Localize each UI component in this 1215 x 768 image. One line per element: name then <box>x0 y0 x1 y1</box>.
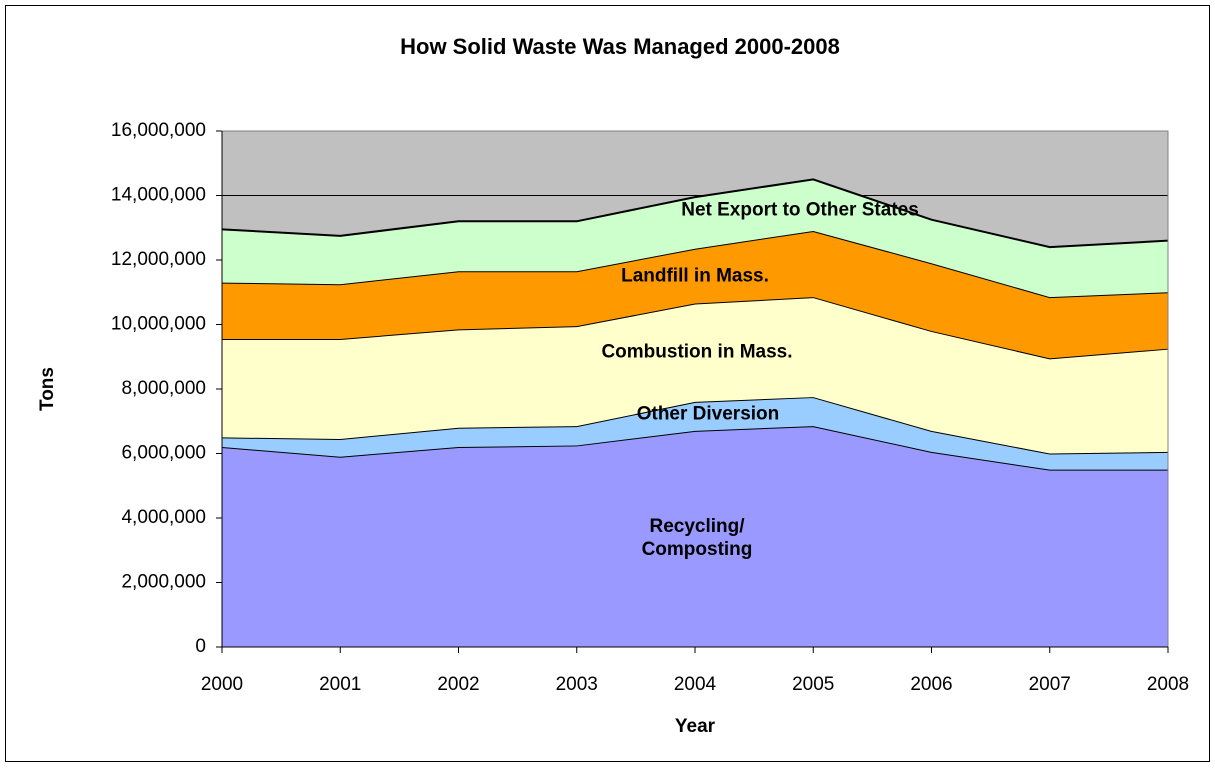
series-label: Landfill in Mass. <box>621 265 769 287</box>
x-tick-label: 2006 <box>910 674 952 695</box>
area <box>222 397 1168 470</box>
x-tick-label: 2002 <box>437 674 479 695</box>
y-tick-label: 0 <box>195 636 206 657</box>
x-tick-label: 2007 <box>1029 674 1071 695</box>
y-tick-label: 8,000,000 <box>121 378 206 399</box>
y-tick-label: 16,000,000 <box>111 120 206 141</box>
area <box>222 230 1168 359</box>
series-label: Combustion in Mass. <box>601 341 793 363</box>
chart-title: How Solid Waste Was Managed 2000-2008 <box>400 34 840 59</box>
x-tick-label: 2001 <box>319 674 361 695</box>
series-label: Recycling/ Composting <box>641 516 753 560</box>
y-tick-label: 2,000,000 <box>121 572 206 593</box>
x-axis-title: Year <box>675 716 716 737</box>
y-tick-label: 10,000,000 <box>111 314 206 335</box>
y-tick-label: 14,000,000 <box>111 185 206 206</box>
area <box>222 426 1168 647</box>
x-tick-label: 2003 <box>556 674 598 695</box>
area-edge <box>221 178 1169 249</box>
area <box>222 297 1168 454</box>
area <box>222 179 1168 298</box>
x-tick-label: 2004 <box>674 674 717 695</box>
y-axis-title: Tons <box>37 367 58 411</box>
y-tick-label: 6,000,000 <box>121 443 206 464</box>
series-label: Other Diversion <box>636 403 780 425</box>
y-tick-label: 12,000,000 <box>111 249 206 270</box>
x-tick-label: 2005 <box>792 674 834 695</box>
series-label: Net Export to Other States <box>681 199 919 221</box>
y-tick-label: 4,000,000 <box>121 507 206 528</box>
x-tick-label: 2008 <box>1147 674 1189 695</box>
x-tick-label: 2000 <box>201 674 243 695</box>
